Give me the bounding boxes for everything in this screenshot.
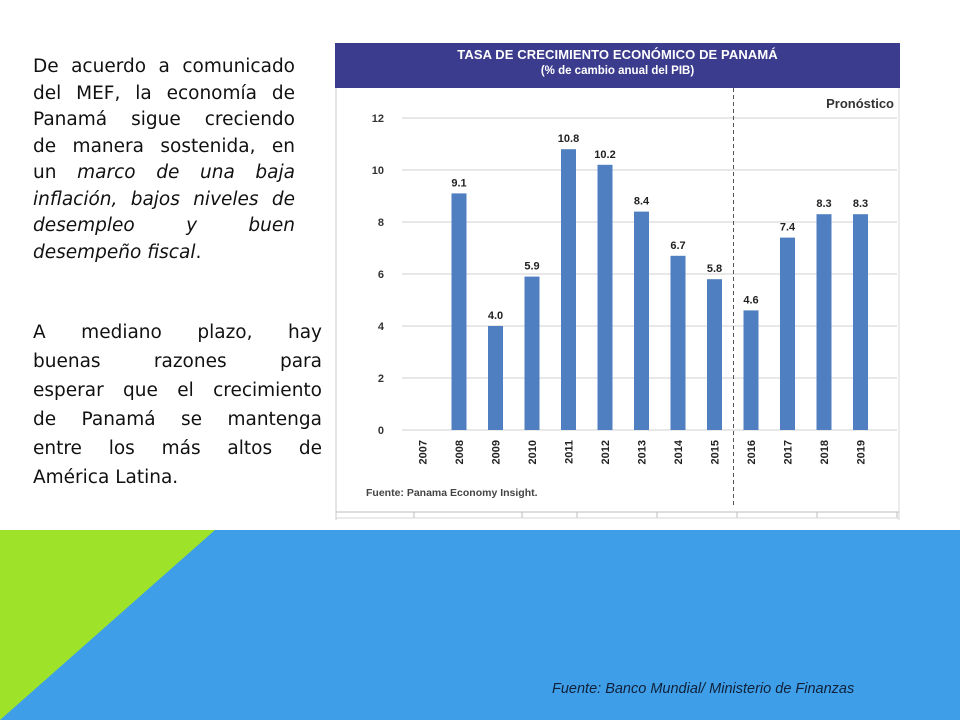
outlook-line: esperar que el crecimiento <box>33 380 322 401</box>
x-tick-label: 2018 <box>819 440 831 464</box>
x-tick-label: 2013 <box>637 440 649 464</box>
intro-line: del MEF, la economía de <box>33 82 295 104</box>
bar <box>670 255 686 430</box>
x-tick-label: 2014 <box>673 439 685 464</box>
x-tick-label: 2009 <box>491 440 503 464</box>
bar <box>561 149 576 430</box>
bar-value-label: 10.8 <box>558 133 579 145</box>
bar-value-label: 5.8 <box>707 263 722 275</box>
bar <box>853 214 868 430</box>
bar <box>488 326 503 430</box>
x-tick-label: 2007 <box>418 440 430 464</box>
y-tick-label: 6 <box>378 269 384 281</box>
x-tick-label: 2011 <box>564 440 576 464</box>
intro-paragraph: De acuerdo a comunicado del MEF, la econ… <box>33 54 295 266</box>
intro-line: De acuerdo a comunicado <box>33 56 295 77</box>
intro-line-italic: inflación, bajos niveles de <box>33 187 295 214</box>
outlook-line: A mediano plazo, hay <box>33 322 322 343</box>
chart-plot: 9.1 4.0 5.9 10.8 10.2 8.4 6.7 5.8 4.6 7.4 8.3 8.3 0… <box>335 88 900 520</box>
bar-value-label: 6.7 <box>670 240 685 252</box>
intro-line-italic: desempeño fiscal. <box>33 240 295 267</box>
bar <box>707 279 722 430</box>
intro-line-start: un <box>33 162 78 183</box>
bar-value-label: 4.6 <box>743 294 758 306</box>
chart-title: TASA DE CRECIMIENTO ECONÓMICO DE PANAMÁ <box>457 47 778 62</box>
outlook-line: buenas razones para <box>33 351 322 372</box>
outlook-line: entre los más altos de <box>33 438 322 459</box>
intro-line-italic: marco de una baja <box>77 162 295 183</box>
forecast-label: Pronóstico <box>826 96 894 111</box>
y-tick-label: 10 <box>372 165 384 177</box>
intro-italic-text: desempleo y buen <box>33 215 295 236</box>
x-tick-label: 2008 <box>454 440 466 464</box>
bar <box>743 310 759 430</box>
intro-period: . <box>195 241 202 263</box>
chart-subtitle: (% de cambio anual del PIB) <box>540 65 695 77</box>
chart-header: TASA DE CRECIMIENTO ECONÓMICO DE PANAMÁ … <box>335 43 900 88</box>
chart-source-note: Fuente: Panama Economy Insight. <box>366 487 538 499</box>
bar-value-label: 8.4 <box>634 196 650 208</box>
x-tick-label: 2012 <box>600 440 612 464</box>
intro-italic-text: desempeño fiscal <box>33 241 196 263</box>
bar <box>634 211 649 430</box>
bar <box>524 276 540 430</box>
intro-line-italic: desempleo y buen <box>33 213 295 240</box>
intro-line: de manera sostenida, en <box>33 135 295 157</box>
bar-value-label: 4.0 <box>488 310 503 322</box>
bar-value-label: 9.1 <box>451 177 466 189</box>
intro-italic-text: inflación, bajos niveles de <box>33 188 295 210</box>
bar <box>597 164 613 431</box>
y-tick-label: 0 <box>378 425 384 437</box>
band-green-triangle <box>0 530 215 720</box>
x-tick-label: 2016 <box>746 440 758 464</box>
outlook-line: de Panamá se mantenga <box>33 409 322 430</box>
y-tick-label: 4 <box>378 321 385 333</box>
y-tick-label: 2 <box>378 373 384 385</box>
intro-line: Panamá sigue creciendo <box>33 109 295 130</box>
bar <box>780 237 795 430</box>
y-tick-label: 8 <box>378 217 384 229</box>
bar <box>451 193 467 430</box>
bar-value-label: 8.3 <box>853 198 868 210</box>
bar-value-label: 10.2 <box>594 149 615 161</box>
bar <box>816 214 832 430</box>
y-tick-label: 12 <box>372 113 384 125</box>
intro-line-mixed: un marco de una baja <box>33 160 295 187</box>
x-tick-label: 2019 <box>856 440 868 464</box>
x-tick-label: 2015 <box>710 440 722 464</box>
outlook-paragraph: A mediano plazo, hay buenas razones para… <box>33 318 322 492</box>
bar-value-label: 7.4 <box>780 222 796 234</box>
decorative-band <box>0 530 960 720</box>
outlook-line: América Latina. <box>33 467 179 488</box>
bar-value-label: 8.3 <box>816 198 831 210</box>
growth-chart: TASA DE CRECIMIENTO ECONÓMICO DE PANAMÁ … <box>332 43 900 520</box>
footer-source: Fuente: Banco Mundial/ Ministerio de Fin… <box>552 681 855 697</box>
bar-value-label: 5.9 <box>524 261 539 273</box>
x-tick-label: 2017 <box>783 440 795 464</box>
x-tick-label: 2010 <box>527 440 539 464</box>
